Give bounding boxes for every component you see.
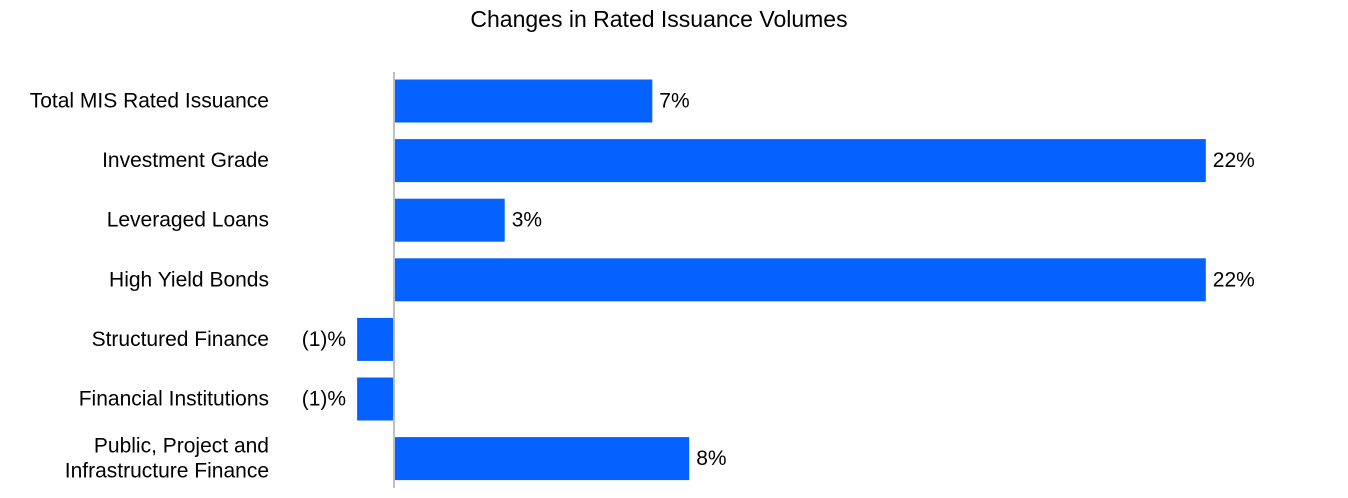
value-label-6: 8%: [696, 447, 726, 470]
category-label-3: High Yield Bonds: [109, 268, 269, 291]
bar-6: [394, 437, 690, 481]
value-label-2: 3%: [512, 209, 542, 232]
value-label-4: (1)%: [302, 328, 346, 351]
category-label-4: Structured Finance: [92, 328, 269, 351]
value-label-3: 22%: [1213, 268, 1255, 291]
labels-layer: Total MIS Rated Issuance 7% Investment Gra…: [30, 90, 1255, 483]
category-label-2: Leveraged Loans: [107, 209, 269, 232]
bar-3: [394, 258, 1206, 302]
value-label-5: (1)%: [302, 388, 346, 411]
bars-layer: [357, 79, 1206, 481]
bar-5: [357, 377, 394, 421]
bar-2: [394, 198, 505, 242]
category-label-5: Financial Institutions: [79, 388, 269, 411]
chart-title: Changes in Rated Issuance Volumes: [470, 6, 848, 32]
bar-1: [394, 139, 1206, 183]
value-label-0: 7%: [659, 90, 689, 113]
category-label-6: Public, Project and Infrastructure Financ…: [65, 435, 269, 483]
category-label-1: Investment Grade: [102, 149, 269, 172]
bar-0: [394, 79, 653, 123]
bar-4: [357, 317, 394, 361]
category-label-0: Total MIS Rated Issuance: [30, 90, 269, 113]
value-label-1: 22%: [1213, 149, 1255, 172]
